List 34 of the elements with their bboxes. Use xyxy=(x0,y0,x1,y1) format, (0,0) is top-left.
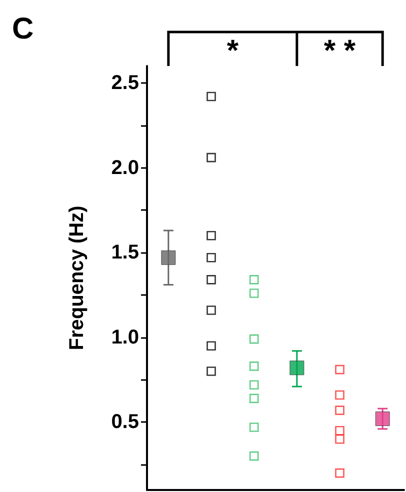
point xyxy=(249,334,259,344)
point xyxy=(249,422,259,432)
y-tick-label: 0.5 xyxy=(111,411,139,434)
point xyxy=(335,468,344,478)
point xyxy=(206,230,216,240)
point xyxy=(335,390,344,400)
annotation: * xyxy=(226,34,239,68)
point xyxy=(206,92,216,102)
point xyxy=(249,362,259,371)
point xyxy=(249,288,259,298)
text: C xyxy=(12,12,34,46)
point xyxy=(335,364,344,374)
y-tick-label: 2.5 xyxy=(111,72,139,94)
point xyxy=(206,306,216,315)
point xyxy=(206,366,216,376)
point xyxy=(335,426,344,436)
point xyxy=(206,253,216,262)
point xyxy=(335,406,344,415)
y-tick-label: 2.0 xyxy=(111,156,139,179)
point xyxy=(290,360,304,376)
point xyxy=(161,250,176,265)
y-tick-label: 1.5 xyxy=(111,242,139,264)
point xyxy=(206,341,216,350)
y-tick-label: 1.0 xyxy=(111,326,139,348)
point xyxy=(249,380,259,390)
point xyxy=(206,152,216,162)
point xyxy=(249,275,259,284)
y-axis-title: Frequency (Hz) xyxy=(66,206,88,350)
point xyxy=(206,275,216,284)
point xyxy=(335,434,344,444)
point xyxy=(249,394,259,404)
point xyxy=(375,412,390,426)
point xyxy=(249,451,259,461)
annotation: * * xyxy=(324,34,356,68)
